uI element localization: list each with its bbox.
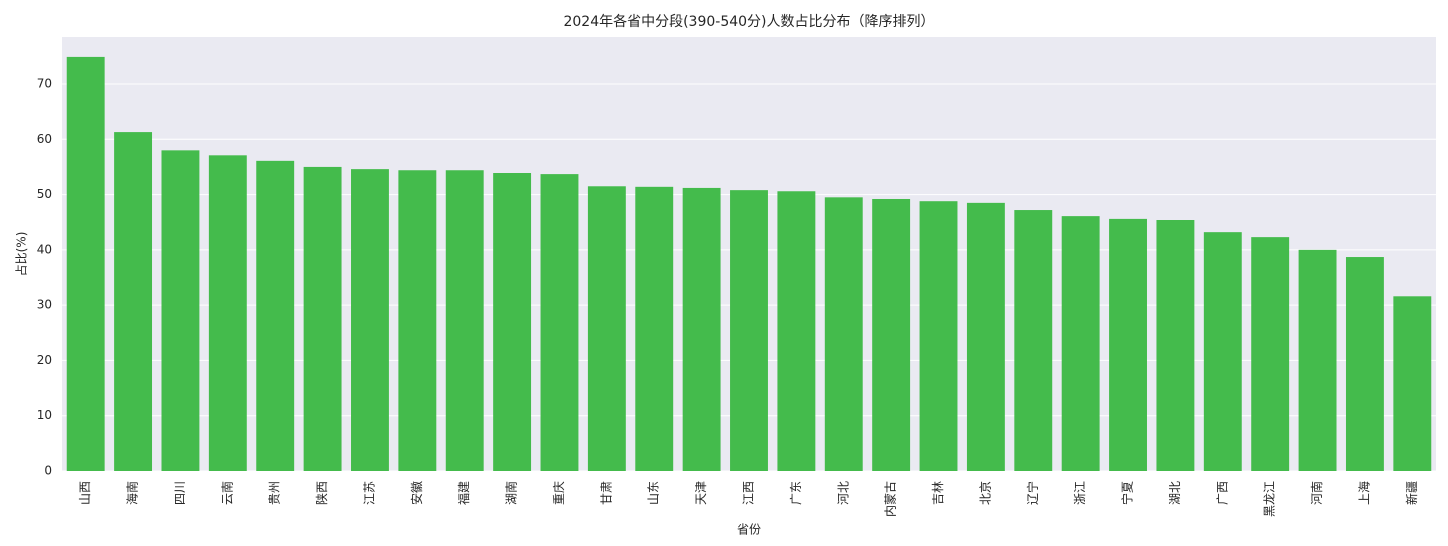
y-tick-label: 0 bbox=[44, 464, 52, 478]
x-tick-label: 陕西 bbox=[314, 481, 329, 505]
x-tick-label: 河南 bbox=[1309, 481, 1324, 505]
bar bbox=[1298, 249, 1337, 471]
x-tick-label: 天津 bbox=[694, 481, 708, 505]
x-tick-label: 广东 bbox=[789, 481, 803, 505]
x-axis-label: 省份 bbox=[737, 523, 761, 537]
x-tick-label: 辽宁 bbox=[1025, 481, 1040, 505]
x-tick-label: 贵州 bbox=[268, 481, 282, 505]
bar bbox=[1061, 216, 1100, 471]
x-tick-label: 山西 bbox=[78, 481, 92, 505]
y-tick-label: 30 bbox=[37, 298, 52, 312]
bar bbox=[303, 166, 342, 471]
bar bbox=[161, 150, 200, 471]
bar bbox=[114, 132, 153, 471]
x-tick-label: 北京 bbox=[978, 481, 992, 505]
x-tick-label: 山东 bbox=[647, 481, 661, 505]
x-tick-label: 福建 bbox=[456, 481, 471, 505]
y-axis-label: 占比(%) bbox=[14, 232, 29, 277]
bar bbox=[493, 173, 532, 471]
bar bbox=[256, 160, 295, 471]
y-tick-label: 70 bbox=[37, 76, 52, 90]
bar bbox=[208, 155, 247, 472]
x-tick-label: 吉林 bbox=[931, 481, 945, 505]
x-tick-label: 四川 bbox=[173, 481, 187, 505]
bar bbox=[1345, 257, 1384, 471]
x-tick-label: 安徽 bbox=[409, 481, 424, 505]
bar bbox=[1156, 219, 1195, 471]
y-tick-label: 40 bbox=[37, 242, 52, 256]
bar bbox=[398, 170, 437, 471]
bar bbox=[730, 190, 768, 471]
x-tick-label: 湖北 bbox=[1167, 481, 1182, 505]
bar bbox=[635, 186, 674, 471]
x-tick-label: 宁夏 bbox=[1120, 481, 1135, 505]
bar bbox=[66, 56, 105, 471]
x-tick-label: 江苏 bbox=[362, 481, 376, 505]
x-tick-label: 河北 bbox=[836, 481, 850, 505]
y-tick-label: 10 bbox=[37, 408, 52, 422]
x-tick-label: 广西 bbox=[1215, 481, 1229, 505]
bar bbox=[587, 186, 626, 472]
y-tick-label: 50 bbox=[37, 187, 52, 201]
bar bbox=[1251, 237, 1290, 471]
chart-title: 2024年各省中分段(390-540分)人数占比分布（降序排列） bbox=[563, 14, 934, 30]
bar bbox=[682, 187, 721, 471]
y-tick-label: 20 bbox=[37, 353, 52, 367]
bar bbox=[1203, 232, 1242, 471]
x-tick-label: 甘肃 bbox=[599, 481, 613, 505]
bar bbox=[777, 191, 816, 471]
bar bbox=[966, 202, 1005, 472]
x-tick-label: 江西 bbox=[742, 481, 756, 505]
bar bbox=[445, 170, 484, 471]
bar bbox=[919, 201, 958, 471]
y-tick-label: 60 bbox=[37, 132, 52, 146]
x-tick-label: 湖南 bbox=[504, 481, 519, 505]
bar bbox=[1109, 218, 1147, 471]
x-tick-label: 浙江 bbox=[1073, 481, 1087, 505]
x-tick-label: 海南 bbox=[125, 481, 140, 505]
bar bbox=[351, 169, 389, 472]
x-tick-label: 新疆 bbox=[1404, 481, 1419, 505]
x-tick-label: 云南 bbox=[219, 481, 234, 505]
x-tick-label: 上海 bbox=[1356, 481, 1371, 505]
x-tick-label: 重庆 bbox=[552, 481, 566, 505]
bar bbox=[824, 197, 863, 471]
bar bbox=[1393, 296, 1432, 471]
bar bbox=[540, 174, 579, 471]
x-tick-label: 内蒙古 bbox=[883, 481, 898, 517]
bar bbox=[1014, 210, 1053, 472]
bar bbox=[872, 198, 911, 471]
x-tick-label: 黑龙江 bbox=[1263, 481, 1277, 517]
